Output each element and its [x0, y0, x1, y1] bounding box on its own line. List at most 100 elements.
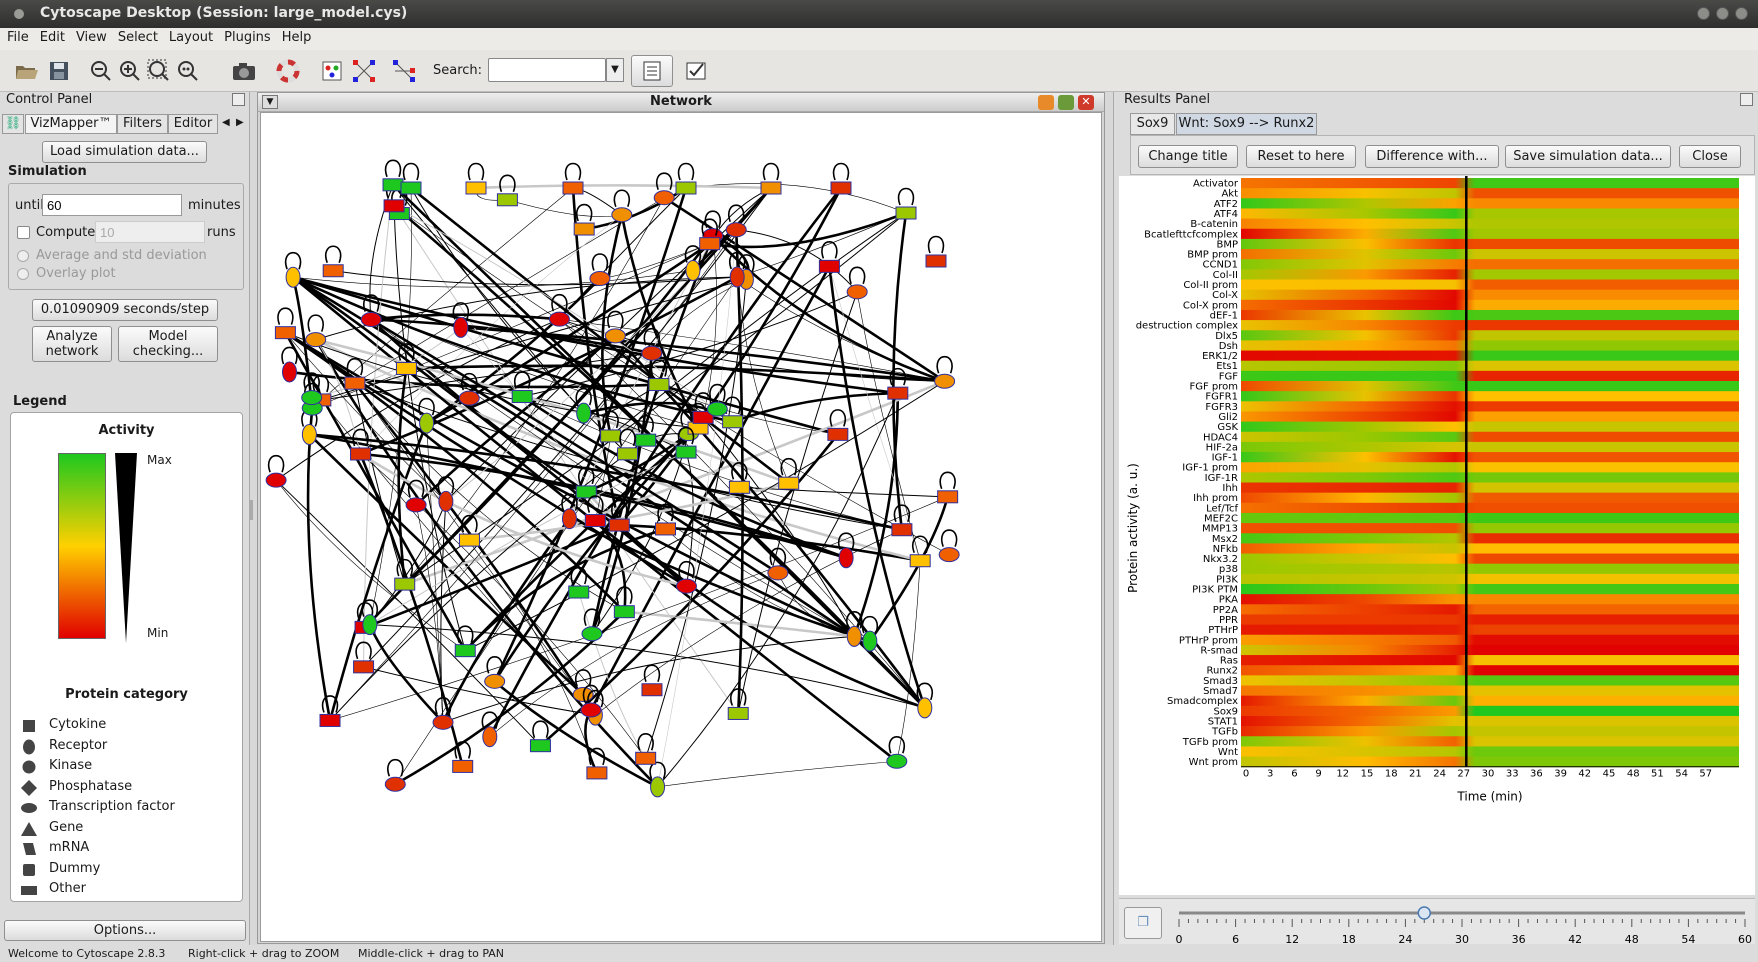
network-node[interactable] [613, 605, 635, 619]
network-edge[interactable] [578, 591, 647, 759]
network-node[interactable] [301, 423, 317, 445]
network-edge[interactable] [522, 291, 858, 398]
network-edge[interactable] [292, 276, 733, 424]
network-node[interactable] [305, 332, 327, 348]
network-edge[interactable] [404, 197, 665, 585]
network-edge[interactable] [354, 382, 592, 711]
network-edge[interactable] [368, 624, 444, 724]
network-edge[interactable] [489, 572, 778, 737]
network-node[interactable] [344, 376, 366, 390]
network-node[interactable] [604, 328, 626, 344]
network-edge[interactable] [284, 331, 626, 613]
network-node[interactable] [465, 181, 487, 195]
network-node[interactable] [635, 751, 657, 765]
network-edge[interactable] [329, 439, 646, 721]
network-node[interactable] [760, 181, 782, 195]
tab-scroll-right-icon[interactable]: ▶ [236, 117, 244, 128]
network-edge[interactable] [475, 184, 772, 190]
network-edge[interactable] [404, 212, 907, 585]
network-node[interactable] [548, 311, 570, 327]
menu-view[interactable]: View [75, 30, 107, 45]
network-edge[interactable] [601, 214, 624, 437]
app-menu-icon[interactable] [14, 9, 24, 19]
network-node[interactable] [405, 497, 427, 513]
compute-checkbox[interactable] [17, 226, 30, 239]
network-edge[interactable] [360, 452, 847, 559]
close-window-button[interactable] [1735, 7, 1748, 20]
network-node[interactable] [692, 410, 714, 424]
network-node[interactable] [383, 199, 405, 213]
close-results-button[interactable]: Close [1679, 145, 1741, 168]
network-menu-icon[interactable]: ▼ [262, 95, 278, 109]
network-node[interactable] [925, 254, 947, 268]
network-node[interactable] [891, 523, 913, 537]
search-input[interactable] [488, 58, 606, 82]
network-edge[interactable] [663, 196, 946, 383]
network-edge[interactable] [493, 680, 659, 789]
overlay-radio[interactable] [17, 268, 29, 280]
network-node[interactable] [576, 402, 592, 424]
network-node[interactable] [384, 776, 406, 792]
network-node[interactable] [454, 644, 476, 658]
network-node[interactable] [568, 585, 590, 599]
network-layout-icon[interactable] [350, 57, 378, 85]
network-edge[interactable] [398, 213, 739, 714]
splitter-handle[interactable] [249, 500, 253, 520]
network-edge[interactable] [293, 270, 693, 288]
network-edge[interactable] [360, 275, 738, 456]
network-node[interactable] [846, 284, 868, 300]
time-slider[interactable]: 0 6 12 18 24 30 36 42 48 54 60 [1167, 899, 1755, 945]
network-node[interactable] [529, 739, 551, 753]
network-node[interactable] [353, 660, 375, 674]
tab-editor[interactable]: Editor [168, 114, 218, 134]
network-edge[interactable] [360, 453, 646, 759]
network-graph[interactable] [261, 113, 1101, 941]
network-node[interactable] [650, 776, 666, 798]
network-edge[interactable] [392, 183, 926, 709]
network-edge[interactable] [665, 528, 870, 642]
analyze-network-button[interactable]: Analyze network [32, 326, 112, 362]
network-edge[interactable] [829, 266, 921, 561]
network-node[interactable] [382, 178, 404, 192]
network-edge[interactable] [559, 187, 687, 320]
network-edge[interactable] [292, 275, 898, 395]
network-maximize-button[interactable] [1058, 95, 1074, 110]
zoom-out-icon[interactable] [87, 57, 115, 85]
network-edge[interactable] [328, 422, 428, 721]
network-edge[interactable] [292, 276, 898, 763]
network-edge[interactable] [354, 197, 665, 384]
network-node[interactable] [655, 522, 677, 536]
network-node[interactable] [484, 673, 506, 689]
network-node[interactable] [362, 614, 378, 636]
network-edge[interactable] [359, 452, 687, 588]
network-node[interactable] [675, 181, 697, 195]
zoom-selected-icon[interactable] [174, 57, 202, 85]
menu-help[interactable]: Help [281, 30, 312, 45]
results-tab-wnt[interactable]: Wnt: Sox9 --> Runx2 [1176, 113, 1317, 135]
network-node[interactable] [360, 312, 382, 328]
network-edge[interactable] [284, 331, 688, 588]
tab-scroll-left-icon[interactable]: ◀ [222, 117, 230, 128]
network-node[interactable] [274, 326, 296, 340]
network-edge[interactable] [275, 318, 560, 481]
network-node[interactable] [350, 447, 372, 461]
network-edge[interactable] [624, 610, 855, 638]
tab-vizmapper[interactable]: VizMapper™ [25, 114, 117, 134]
network-edge[interactable] [275, 479, 466, 651]
network-edge[interactable] [363, 187, 772, 668]
slider-thumb[interactable] [1417, 906, 1432, 920]
network-node[interactable] [301, 390, 323, 406]
network-minimize-button[interactable] [1038, 95, 1054, 110]
network-node[interactable] [846, 625, 862, 647]
network-node[interactable] [887, 386, 909, 400]
network-edge[interactable] [618, 524, 926, 710]
results-tab-sox9[interactable]: Sox9 [1130, 113, 1175, 135]
network-node[interactable] [395, 361, 417, 375]
save-simulation-button[interactable]: Save simulation data... [1505, 145, 1671, 168]
menu-plugins[interactable]: Plugins [224, 30, 271, 45]
network-edge[interactable] [333, 270, 738, 286]
network-edge[interactable] [308, 433, 585, 696]
network-node[interactable] [641, 345, 663, 361]
checklist-icon[interactable] [682, 57, 710, 85]
network-edge[interactable] [392, 184, 585, 414]
